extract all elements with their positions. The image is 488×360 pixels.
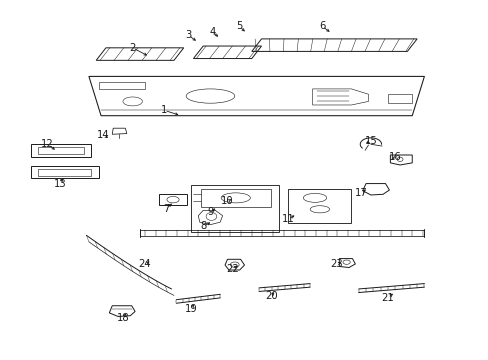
Text: 22: 22	[225, 264, 238, 274]
Text: 7: 7	[163, 203, 169, 213]
Text: 2: 2	[129, 43, 136, 53]
Text: 19: 19	[184, 303, 197, 314]
Text: 11: 11	[281, 214, 294, 224]
Text: 8: 8	[200, 221, 206, 231]
Text: 14: 14	[97, 130, 110, 140]
Text: 1: 1	[161, 105, 167, 115]
Text: 4: 4	[209, 27, 216, 37]
Text: 12: 12	[41, 139, 54, 149]
Text: 24: 24	[138, 259, 151, 269]
Text: 20: 20	[264, 291, 277, 301]
Text: 23: 23	[330, 259, 343, 269]
Text: 21: 21	[381, 293, 393, 303]
Text: 5: 5	[236, 21, 243, 31]
Text: 18: 18	[117, 312, 129, 323]
Text: 17: 17	[354, 188, 367, 198]
Text: 13: 13	[53, 179, 66, 189]
Text: 9: 9	[207, 207, 213, 217]
Text: 15: 15	[364, 136, 377, 146]
Text: 16: 16	[388, 152, 401, 162]
Text: 10: 10	[221, 197, 233, 206]
Text: 6: 6	[319, 21, 325, 31]
Text: 3: 3	[185, 30, 191, 40]
